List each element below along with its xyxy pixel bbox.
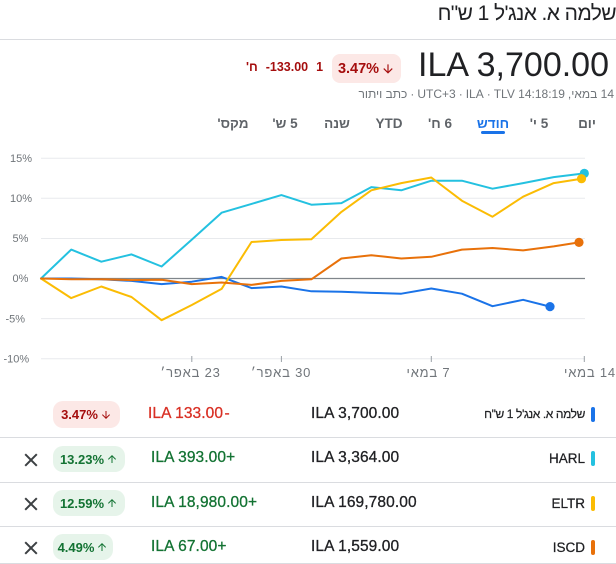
- svg-text:-10%: -10%: [4, 353, 30, 365]
- svg-text:15%: 15%: [10, 153, 32, 165]
- svg-text:7 במאי: 7 במאי: [407, 365, 451, 380]
- svg-text:14 במאי: 14 במאי: [564, 365, 616, 380]
- svg-text:10%: 10%: [10, 193, 32, 205]
- svg-text:0%: 0%: [13, 273, 29, 285]
- svg-text:5%: 5%: [13, 233, 29, 245]
- svg-text:-5%: -5%: [6, 313, 26, 325]
- svg-text:30 באפר׳: 30 באפר׳: [251, 365, 311, 380]
- svg-text:23 באפר׳: 23 באפר׳: [160, 365, 220, 380]
